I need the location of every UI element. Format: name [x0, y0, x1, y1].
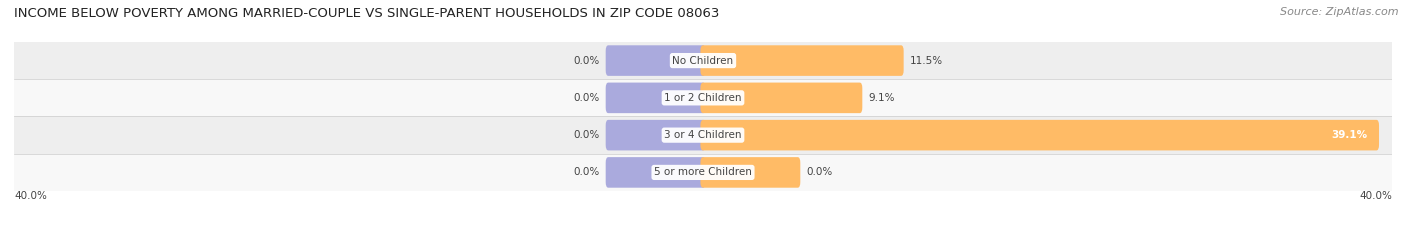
Text: INCOME BELOW POVERTY AMONG MARRIED-COUPLE VS SINGLE-PARENT HOUSEHOLDS IN ZIP COD: INCOME BELOW POVERTY AMONG MARRIED-COUPL…	[14, 7, 720, 20]
FancyBboxPatch shape	[606, 45, 706, 76]
Bar	[14, 116, 1392, 154]
FancyBboxPatch shape	[606, 82, 706, 113]
Bar	[14, 154, 1392, 191]
Text: 39.1%: 39.1%	[1331, 130, 1368, 140]
FancyBboxPatch shape	[606, 120, 706, 151]
Text: 40.0%: 40.0%	[1360, 191, 1392, 201]
Text: 0.0%: 0.0%	[574, 168, 599, 177]
Text: 3 or 4 Children: 3 or 4 Children	[664, 130, 742, 140]
Text: 1 or 2 Children: 1 or 2 Children	[664, 93, 742, 103]
Text: Source: ZipAtlas.com: Source: ZipAtlas.com	[1281, 7, 1399, 17]
FancyBboxPatch shape	[700, 45, 904, 76]
FancyBboxPatch shape	[700, 157, 800, 188]
Text: 0.0%: 0.0%	[574, 130, 599, 140]
Text: 0.0%: 0.0%	[574, 56, 599, 65]
Text: 0.0%: 0.0%	[574, 93, 599, 103]
Text: No Children: No Children	[672, 56, 734, 65]
FancyBboxPatch shape	[606, 157, 706, 188]
Text: 0.0%: 0.0%	[807, 168, 832, 177]
Text: 11.5%: 11.5%	[910, 56, 943, 65]
Text: 40.0%: 40.0%	[14, 191, 46, 201]
FancyBboxPatch shape	[700, 82, 862, 113]
Text: 5 or more Children: 5 or more Children	[654, 168, 752, 177]
FancyBboxPatch shape	[700, 120, 1379, 151]
Bar	[14, 79, 1392, 116]
Bar	[14, 42, 1392, 79]
Text: 9.1%: 9.1%	[869, 93, 894, 103]
